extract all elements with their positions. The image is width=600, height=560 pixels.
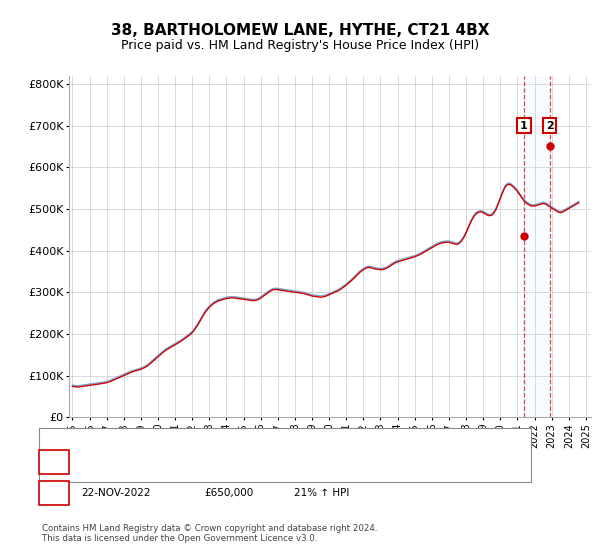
Text: 2: 2 bbox=[50, 488, 58, 498]
Text: £435,000: £435,000 bbox=[204, 457, 253, 467]
Text: 4% ↓ HPI: 4% ↓ HPI bbox=[294, 457, 343, 467]
Text: HPI: Average price, detached house, Folkestone and Hythe: HPI: Average price, detached house, Folk… bbox=[81, 457, 374, 467]
Text: 24-MAY-2021: 24-MAY-2021 bbox=[81, 457, 148, 467]
Text: 22-NOV-2022: 22-NOV-2022 bbox=[81, 488, 151, 498]
Bar bbox=[524, 76, 550, 417]
Text: 1: 1 bbox=[520, 120, 528, 130]
Text: 1: 1 bbox=[50, 457, 58, 467]
Text: £650,000: £650,000 bbox=[204, 488, 253, 498]
Text: Price paid vs. HM Land Registry's House Price Index (HPI): Price paid vs. HM Land Registry's House … bbox=[121, 39, 479, 53]
Text: 21% ↑ HPI: 21% ↑ HPI bbox=[294, 488, 349, 498]
Text: 38, BARTHOLOMEW LANE, HYTHE, CT21 4BX: 38, BARTHOLOMEW LANE, HYTHE, CT21 4BX bbox=[111, 24, 489, 38]
Text: 2: 2 bbox=[546, 120, 553, 130]
Text: Contains HM Land Registry data © Crown copyright and database right 2024.
This d: Contains HM Land Registry data © Crown c… bbox=[42, 524, 377, 543]
Text: 38, BARTHOLOMEW LANE, HYTHE, CT21 4BX (detached house): 38, BARTHOLOMEW LANE, HYTHE, CT21 4BX (d… bbox=[81, 438, 394, 449]
